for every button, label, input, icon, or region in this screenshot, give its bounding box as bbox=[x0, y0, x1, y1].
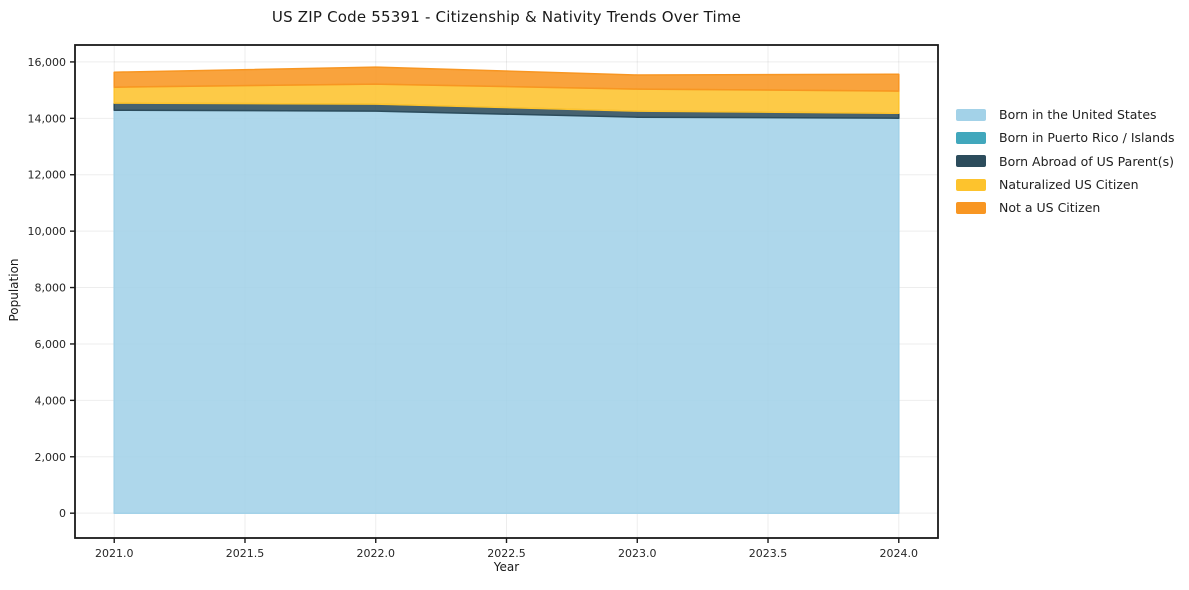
area-series-4 bbox=[113, 66, 900, 92]
legend-swatch-naturalized bbox=[956, 178, 986, 191]
legend-swatch-not-citizen bbox=[956, 201, 986, 214]
legend-item-naturalized: Naturalized US Citizen bbox=[956, 173, 1175, 196]
y-tick-label: 10,000 bbox=[28, 225, 67, 238]
y-tick-label: 8,000 bbox=[35, 282, 67, 295]
legend-label-naturalized: Naturalized US Citizen bbox=[999, 177, 1139, 193]
x-tick-label: 2022.5 bbox=[487, 547, 526, 560]
chart-title: US ZIP Code 55391 - Citizenship & Nativi… bbox=[271, 8, 742, 26]
y-tick-label: 0 bbox=[59, 507, 66, 520]
legend-label-not-citizen: Not a US Citizen bbox=[999, 200, 1101, 216]
legend-swatch-born-abroad bbox=[956, 155, 986, 168]
legend-label-born-abroad: Born Abroad of US Parent(s) bbox=[999, 153, 1174, 169]
legend-item-born-pr: Born in Puerto Rico / Islands bbox=[956, 126, 1175, 149]
y-tick-label: 12,000 bbox=[28, 169, 67, 182]
x-tick-label: 2021.0 bbox=[95, 547, 134, 560]
legend-label-born-pr: Born in Puerto Rico / Islands bbox=[999, 130, 1175, 146]
legend-swatch-born-us bbox=[956, 108, 986, 121]
legend-swatch-born-pr bbox=[956, 131, 986, 144]
legend-label-born-us: Born in the United States bbox=[999, 107, 1157, 123]
area-series-0 bbox=[113, 109, 900, 514]
y-tick-label: 4,000 bbox=[35, 394, 67, 407]
legend-item-not-citizen: Not a US Citizen bbox=[956, 196, 1175, 219]
y-axis-label: Population bbox=[7, 258, 21, 322]
y-tick-label: 6,000 bbox=[35, 338, 67, 351]
y-tick-label: 14,000 bbox=[28, 112, 67, 125]
x-tick-label: 2022.0 bbox=[356, 547, 395, 560]
legend-item-born-us: Born in the United States bbox=[956, 103, 1175, 126]
x-tick-label: 2023.5 bbox=[749, 547, 788, 560]
legend: Born in the United States Born in Puerto… bbox=[956, 103, 1175, 219]
x-tick-label: 2024.0 bbox=[880, 547, 919, 560]
x-axis-label: Year bbox=[493, 560, 520, 574]
x-tick-label: 2023.0 bbox=[618, 547, 657, 560]
legend-item-born-abroad: Born Abroad of US Parent(s) bbox=[956, 150, 1175, 173]
y-tick-label: 2,000 bbox=[35, 451, 67, 464]
y-tick-label: 16,000 bbox=[28, 56, 67, 69]
x-tick-label: 2021.5 bbox=[226, 547, 265, 560]
